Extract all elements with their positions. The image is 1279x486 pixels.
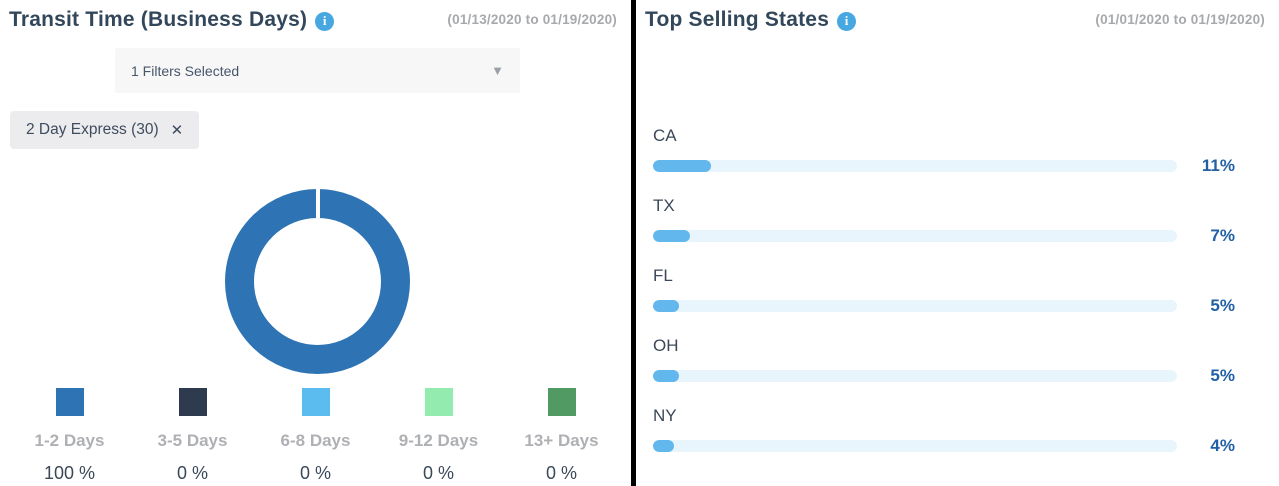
transit-time-header: Transit Time (Business Days) i (01/13/20…	[9, 8, 617, 32]
state-bars-chart: CA 11% TX 7% FL 5% OH 5% NY 4%	[653, 126, 1235, 476]
bar-value: 5%	[1210, 366, 1235, 385]
legend-label: 6-8 Days	[280, 431, 351, 450]
filters-dropdown-value: 1 Filters Selected	[131, 62, 240, 79]
bar-fill	[653, 230, 690, 242]
legend-value: 0 %	[176, 463, 209, 483]
bar-value: 7%	[1210, 226, 1235, 245]
top-states-title: Top Selling States	[645, 8, 830, 31]
info-icon[interactable]: i	[315, 11, 335, 31]
transit-time-panel: Transit Time (Business Days) i (01/13/20…	[0, 0, 631, 486]
legend-item: 6-8 Days 0 %	[254, 388, 377, 484]
bar-fill	[653, 300, 680, 312]
legend-item: 13+ Days 0 %	[500, 388, 623, 484]
legend-label: 1-2 Days	[34, 431, 105, 450]
top-states-header: Top Selling States i (01/01/2020 to 01/1…	[645, 8, 1265, 32]
filter-chip-label: 2 Day Express (30)	[26, 121, 159, 138]
legend-swatch	[547, 388, 576, 416]
bar-track	[653, 370, 1177, 382]
legend-item: 3-5 Days 0 %	[131, 388, 254, 484]
legend-value: 100 %	[43, 463, 96, 483]
transit-time-title: Transit Time (Business Days)	[9, 8, 308, 31]
bar-track	[653, 230, 1177, 242]
state-bar-row: FL 5%	[653, 266, 1235, 336]
legend-value: 0 %	[422, 463, 455, 483]
transit-time-date-range: (01/13/2020 to 01/19/2020)	[447, 12, 617, 27]
bar-value: 5%	[1210, 296, 1235, 315]
legend-swatch	[424, 388, 453, 416]
legend-label: 13+ Days	[524, 431, 599, 450]
bar-track	[653, 440, 1177, 452]
info-icon[interactable]: i	[837, 11, 857, 31]
legend-swatch	[178, 388, 207, 416]
filter-chip: 2 Day Express (30) ✕	[10, 111, 200, 149]
state-bar-row: OH 5%	[653, 336, 1235, 406]
legend-value: 0 %	[299, 463, 332, 483]
chevron-down-icon: ▼	[491, 63, 504, 78]
state-label: FL	[653, 266, 673, 285]
legend-item: 1-2 Days 100 %	[8, 388, 131, 484]
legend-value: 0 %	[545, 463, 578, 483]
legend-swatch	[301, 388, 330, 416]
donut-segment-gap	[315, 189, 320, 218]
chip-close-icon[interactable]: ✕	[170, 121, 184, 139]
bar-fill	[653, 370, 680, 382]
legend-label: 9-12 Days	[398, 431, 479, 450]
legend-item: 9-12 Days 0 %	[377, 388, 500, 484]
panel-divider	[631, 0, 636, 486]
legend-swatch	[55, 388, 84, 416]
legend-label: 3-5 Days	[157, 431, 228, 450]
top-states-date-range: (01/01/2020 to 01/19/2020)	[1095, 12, 1265, 27]
state-label: CA	[653, 126, 677, 145]
state-bar-row: NY 4%	[653, 406, 1235, 476]
bar-track	[653, 300, 1177, 312]
state-label: TX	[653, 196, 675, 215]
state-bar-row: TX 7%	[653, 196, 1235, 266]
transit-time-donut-chart	[225, 189, 410, 374]
top-selling-states-panel: Top Selling States i (01/01/2020 to 01/1…	[636, 0, 1279, 486]
bar-track	[653, 160, 1177, 172]
bar-fill	[653, 160, 711, 172]
donut-legend: 1-2 Days 100 % 3-5 Days 0 % 6-8 Days 0 % 9-12 …	[8, 388, 623, 484]
bar-value: 4%	[1210, 436, 1235, 455]
state-bar-row: CA 11%	[653, 126, 1235, 196]
bar-fill	[653, 440, 674, 452]
bar-value: 11%	[1201, 156, 1235, 175]
state-label: NY	[653, 406, 677, 425]
filters-dropdown[interactable]: 1 Filters Selected ▼	[115, 48, 520, 93]
state-label: OH	[653, 336, 679, 355]
